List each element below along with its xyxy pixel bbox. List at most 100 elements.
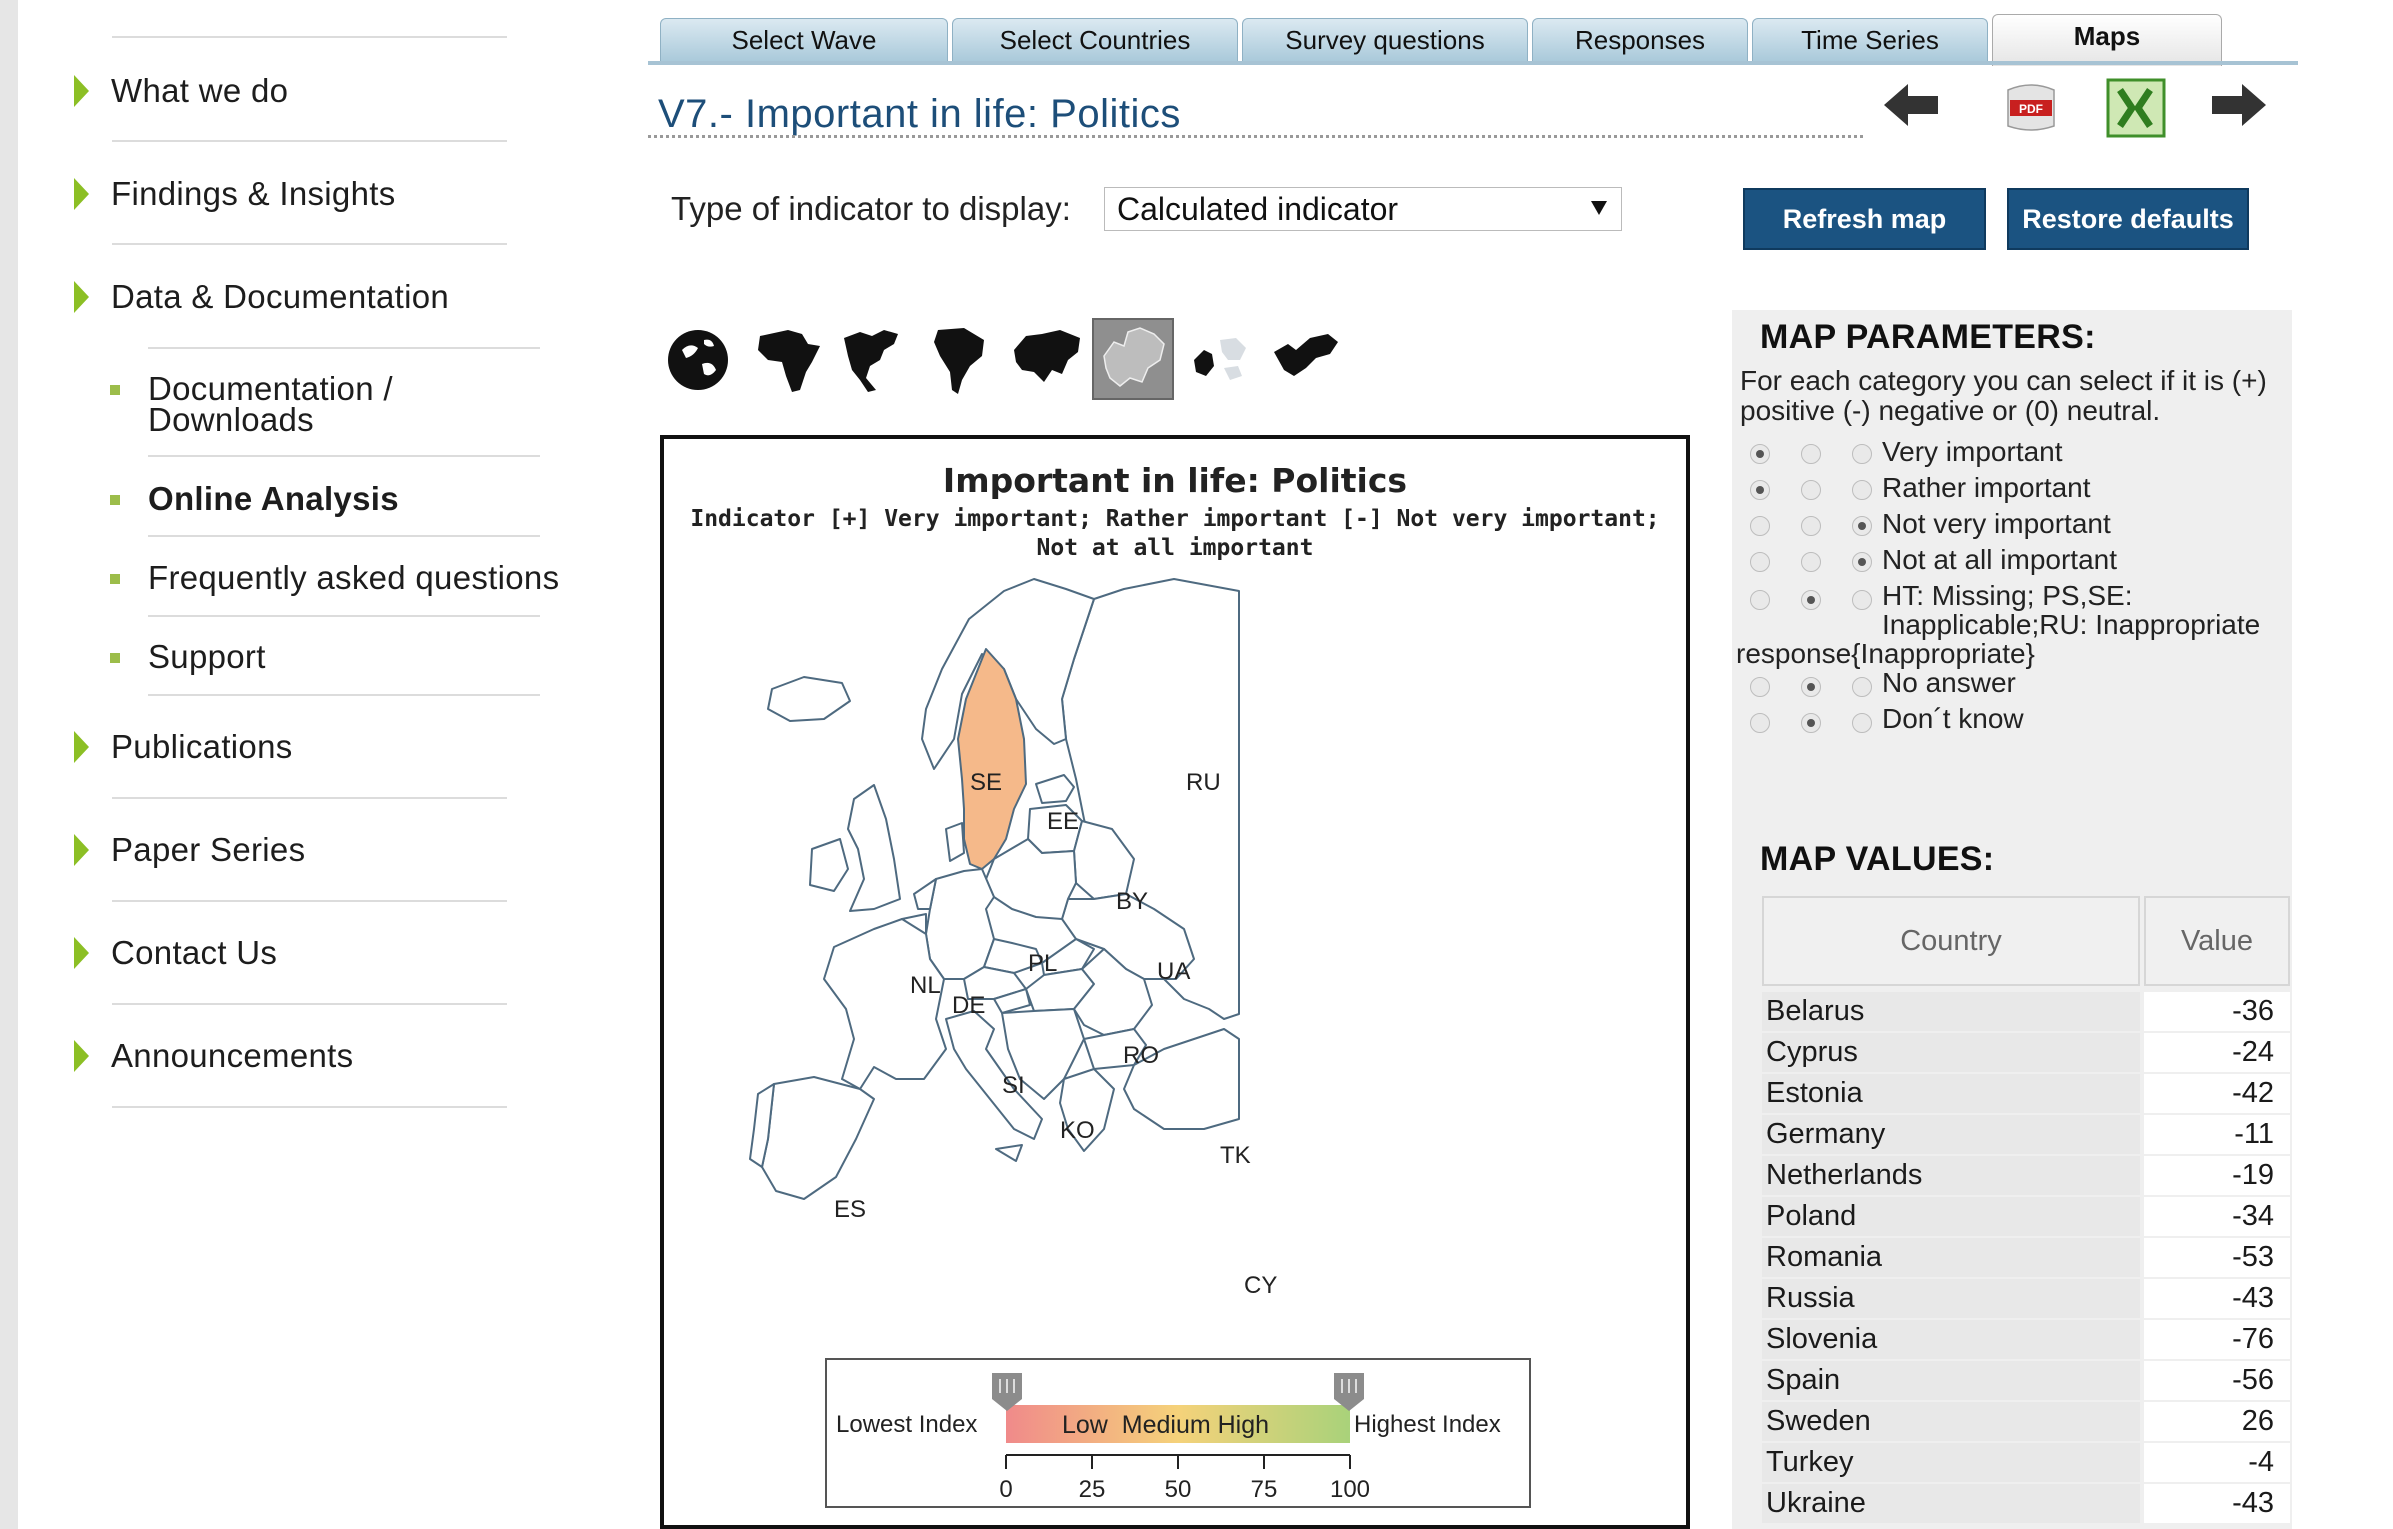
- bullet-icon: [110, 385, 120, 395]
- value-cell: -34: [2144, 1197, 2290, 1236]
- column-header-country[interactable]: Country: [1762, 896, 2140, 986]
- tab-select-countries[interactable]: Select Countries: [952, 18, 1238, 62]
- value-cell: -11: [2144, 1115, 2290, 1154]
- map-label-pl: PL: [1028, 950, 1057, 977]
- sidebar-subitem-label: Documentation / Downloads: [148, 370, 393, 438]
- radio-positive[interactable]: [1750, 552, 1770, 572]
- asia-map-icon[interactable]: [1008, 320, 1086, 398]
- tab-time-series[interactable]: Time Series: [1752, 18, 1988, 62]
- radio-positive[interactable]: [1750, 590, 1770, 610]
- oceania-map-icon[interactable]: [1266, 320, 1344, 398]
- radio-negative[interactable]: [1801, 590, 1821, 610]
- indicator-type-value: Calculated indicator: [1117, 190, 1399, 227]
- sidebar-item-data-documentation[interactable]: Data & Documentation: [74, 277, 449, 317]
- country-denmark: [945, 822, 965, 862]
- country-cell: Belarus: [1762, 992, 2140, 1031]
- radio-negative[interactable]: [1801, 713, 1821, 733]
- radio-neutral[interactable]: [1852, 677, 1872, 697]
- country-netherlands: [913, 878, 937, 910]
- tab-maps[interactable]: Maps: [1992, 14, 2222, 66]
- radio-negative[interactable]: [1801, 444, 1821, 464]
- column-header-value[interactable]: Value: [2144, 896, 2290, 986]
- country-cell: Cyprus: [1762, 1033, 2140, 1072]
- europe-map-icon[interactable]: [1092, 318, 1174, 400]
- table-row: Slovenia -76: [1762, 1320, 2290, 1361]
- sidebar-item-findings[interactable]: Findings & Insights: [74, 174, 396, 214]
- left-gutter: [0, 0, 18, 1529]
- map-legend: Lowest Index Highest Index Low Medium Hi…: [825, 1358, 1531, 1508]
- sidebar-item-contact-us[interactable]: Contact Us: [74, 933, 277, 973]
- radio-neutral[interactable]: [1852, 713, 1872, 733]
- value-cell: -36: [2144, 992, 2290, 1031]
- sidebar-item-announcements[interactable]: Announcements: [74, 1036, 353, 1076]
- radio-positive[interactable]: [1750, 480, 1770, 500]
- param-label: Inapplicable;RU: Inappropriate: [1882, 609, 2261, 640]
- map-label-ee: EE: [1047, 808, 1079, 835]
- sidebar-divider: [148, 455, 540, 457]
- sidebar-divider: [112, 36, 507, 38]
- map-label-es: ES: [834, 1196, 866, 1223]
- radio-negative[interactable]: [1801, 677, 1821, 697]
- radio-positive[interactable]: [1750, 713, 1770, 733]
- europe-map: SE EE RU BY PL UA NL DE RO SI KO TK ES C…: [749, 578, 1531, 1508]
- sidebar-item-label: Findings & Insights: [111, 175, 396, 212]
- radio-positive[interactable]: [1750, 677, 1770, 697]
- sidebar-subitem-label: Frequently asked questions: [148, 559, 560, 596]
- pdf-icon[interactable]: PDF: [2000, 74, 2062, 136]
- country-cell: Sweden: [1762, 1402, 2140, 1441]
- radio-neutral[interactable]: [1852, 590, 1872, 610]
- param-label: Don´t know: [1882, 703, 2024, 734]
- table-row: Spain -56: [1762, 1361, 2290, 1402]
- country-cell: Romania: [1762, 1238, 2140, 1277]
- sidebar-divider: [148, 615, 540, 617]
- radio-neutral[interactable]: [1852, 444, 1872, 464]
- middle-east-map-icon[interactable]: [1180, 320, 1258, 398]
- tab-responses[interactable]: Responses: [1532, 18, 1748, 62]
- sidebar-divider: [148, 535, 540, 537]
- country-slovenia: [993, 988, 1031, 1014]
- indicator-type-select[interactable]: Calculated indicator: [1104, 187, 1622, 231]
- sidebar-divider: [112, 243, 507, 245]
- sidebar-item-what-we-do[interactable]: What we do: [74, 71, 288, 111]
- bullet-icon: [110, 495, 120, 505]
- country-cell: Spain: [1762, 1361, 2140, 1400]
- tab-survey-questions[interactable]: Survey questions: [1242, 18, 1528, 62]
- sidebar-item-label: Announcements: [111, 1037, 354, 1074]
- map-label-tk: TK: [1220, 1142, 1251, 1169]
- value-cell: -56: [2144, 1361, 2290, 1400]
- table-row: Belarus -36: [1762, 992, 2290, 1033]
- radio-neutral[interactable]: [1852, 480, 1872, 500]
- legend-slider-left[interactable]: [992, 1373, 1022, 1411]
- sidebar-item-publications[interactable]: Publications: [74, 727, 293, 767]
- chevron-right-icon: [74, 281, 89, 313]
- legend-tick: 0: [999, 1476, 1012, 1503]
- restore-defaults-button[interactable]: Restore defaults: [2007, 188, 2249, 250]
- refresh-map-button[interactable]: Refresh map: [1743, 188, 1986, 250]
- north-america-map-icon[interactable]: [836, 320, 914, 398]
- world-globe-icon[interactable]: [664, 320, 742, 398]
- south-america-map-icon[interactable]: [922, 320, 1000, 398]
- tab-underline: [648, 61, 2298, 65]
- table-row: Romania -53: [1762, 1238, 2290, 1279]
- africa-map-icon[interactable]: [750, 320, 828, 398]
- back-arrow-icon[interactable]: [1880, 74, 1942, 136]
- radio-negative[interactable]: [1801, 480, 1821, 500]
- radio-positive[interactable]: [1750, 444, 1770, 464]
- legend-lowest-label: Lowest Index: [836, 1411, 977, 1438]
- radio-neutral[interactable]: [1852, 516, 1872, 536]
- country-cell: Poland: [1762, 1197, 2140, 1236]
- radio-neutral[interactable]: [1852, 552, 1872, 572]
- forward-arrow-icon[interactable]: [2208, 74, 2270, 136]
- radio-negative[interactable]: [1801, 552, 1821, 572]
- sidebar-subitem-label: Online Analysis: [148, 480, 399, 517]
- radio-positive[interactable]: [1750, 516, 1770, 536]
- legend-slider-right[interactable]: [1334, 1373, 1364, 1411]
- tab-bar: Select Wave Select Countries Survey ques…: [648, 14, 2298, 66]
- sidebar-item-paper-series[interactable]: Paper Series: [74, 830, 305, 870]
- table-row: Cyprus -24: [1762, 1033, 2290, 1074]
- tab-select-wave[interactable]: Select Wave: [660, 18, 948, 62]
- radio-negative[interactable]: [1801, 516, 1821, 536]
- island-sicily: [995, 1144, 1023, 1162]
- country-spain: [761, 1076, 875, 1200]
- excel-icon[interactable]: [2106, 78, 2168, 140]
